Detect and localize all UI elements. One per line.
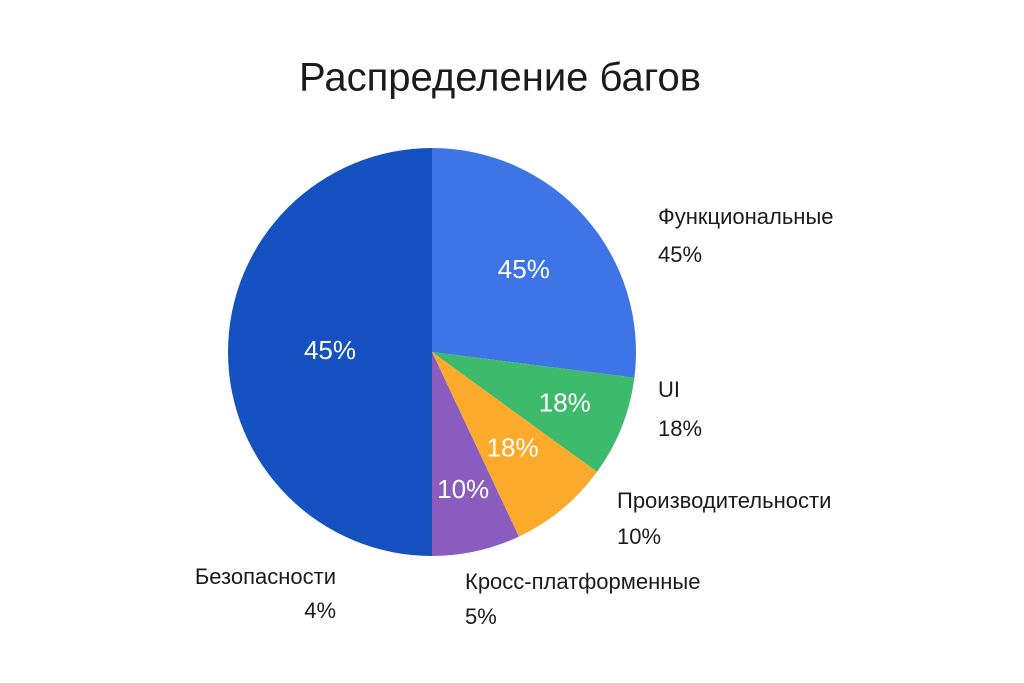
legend-value: 10% — [617, 524, 661, 549]
pie-slice — [432, 352, 519, 556]
slice-label: 18% — [539, 387, 591, 417]
legend-value: 4% — [304, 598, 336, 623]
legend-name: Безопасности — [195, 564, 336, 589]
slice-label: 45% — [304, 335, 356, 365]
pie-slice — [432, 352, 598, 537]
pie-slice — [432, 352, 635, 472]
legend-value: 45% — [658, 242, 702, 267]
legend-value: 5% — [465, 604, 497, 629]
slice-label: 18% — [487, 432, 539, 462]
legend-name: UI — [658, 377, 680, 402]
legend-name: Производительности — [617, 488, 831, 513]
legend-value: 18% — [658, 416, 702, 441]
pie-slice — [228, 148, 432, 556]
legend-name: Кросс-платформенные — [465, 569, 700, 594]
slice-label: 45% — [498, 254, 550, 284]
slice-label: 10% — [437, 474, 489, 504]
legend-name: Функциональные — [658, 204, 834, 229]
chart-title: Распределение багов — [299, 56, 701, 100]
pie-slice — [432, 148, 637, 378]
